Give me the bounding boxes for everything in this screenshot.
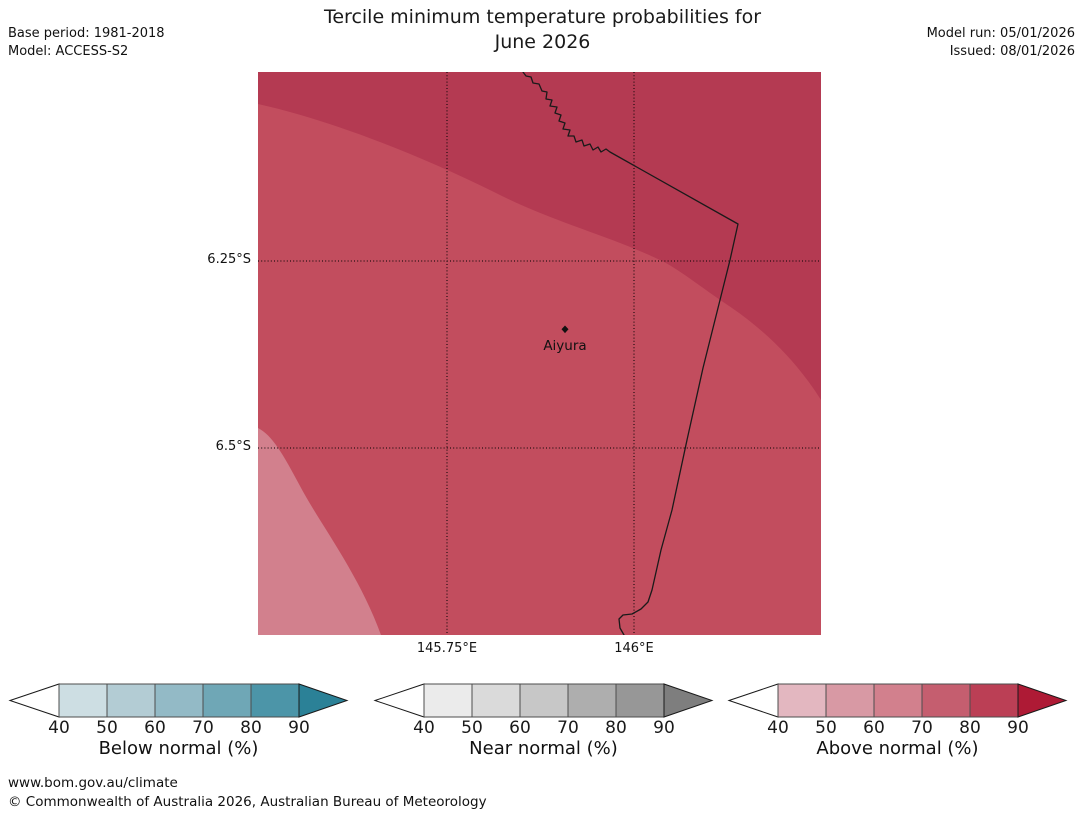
base-period-text: Base period: 1981-2018 xyxy=(8,26,165,41)
legend-tick-60: 60 xyxy=(509,718,531,738)
forecast-map: Aiyura xyxy=(258,72,821,635)
legend-near-title: Near normal (%) xyxy=(469,738,618,759)
map-region-light xyxy=(258,428,381,635)
legend-tick-70: 70 xyxy=(911,718,933,738)
legend-below-title: Below normal (%) xyxy=(98,738,259,759)
legend-segment-70-80 xyxy=(921,683,971,718)
legend-segment-60-70 xyxy=(154,683,204,718)
legend-left-arrow xyxy=(8,683,60,718)
legend-tick-70: 70 xyxy=(192,718,214,738)
page-title: Tercile minimum temperature probabilitie… xyxy=(0,5,1085,55)
footer-copyright: © Commonwealth of Australia 2026, Austra… xyxy=(8,794,487,810)
legend-below-normal: 40 50 60 70 80 90 Below normal (%) xyxy=(8,682,349,759)
legend-tick-90: 90 xyxy=(653,718,675,738)
legend-tick-50: 50 xyxy=(461,718,483,738)
legend-tick-40: 40 xyxy=(767,718,789,738)
model-run-text: Model run: 05/01/2026 xyxy=(926,26,1075,41)
legend-segment-50-60 xyxy=(106,683,156,718)
legend-segment-80-90 xyxy=(250,683,300,718)
legend-tick-40: 40 xyxy=(48,718,70,738)
footer: www.bom.gov.au/climate © Commonwealth of… xyxy=(8,774,487,812)
legend-tick-60: 60 xyxy=(863,718,885,738)
legend-segment-50-60 xyxy=(471,683,521,718)
legend-segment-80-90 xyxy=(969,683,1019,718)
legend-tick-80: 80 xyxy=(959,718,981,738)
legend-below-colorbar: 40 50 60 70 80 90 xyxy=(8,683,349,738)
legend-segment-40-50 xyxy=(58,683,108,718)
legend-tick-80: 80 xyxy=(605,718,627,738)
station-label: Aiyura xyxy=(543,338,586,354)
run-metadata-left: Base period: 1981-2018 Model: ACCESS-S2 xyxy=(8,25,165,61)
legend-tick-50: 50 xyxy=(96,718,118,738)
legend-right-arrow xyxy=(1017,683,1068,718)
legend-segment-40-50 xyxy=(423,683,473,718)
legend-tick-90: 90 xyxy=(1007,718,1029,738)
legend-near-colorbar: 40 50 60 70 80 90 xyxy=(373,683,714,738)
legend-tick-80: 80 xyxy=(240,718,262,738)
page-title-line1: Tercile minimum temperature probabilitie… xyxy=(323,6,762,28)
run-metadata-right: Model run: 05/01/2026 Issued: 08/01/2026 xyxy=(927,25,1075,61)
model-text: Model: ACCESS-S2 xyxy=(8,44,129,59)
legend-segment-70-80 xyxy=(567,683,617,718)
lon-tick-146e: 146°E xyxy=(614,641,654,656)
legend-tick-60: 60 xyxy=(144,718,166,738)
legend-tick-40: 40 xyxy=(413,718,435,738)
legend-tick-50: 50 xyxy=(815,718,837,738)
legend-above-title: Above normal (%) xyxy=(816,738,979,759)
legend-left-arrow xyxy=(373,683,425,718)
region-boundary-line xyxy=(522,72,739,635)
lat-tick-6-5s: 6.5°S xyxy=(215,439,251,454)
legend-tick-90: 90 xyxy=(288,718,310,738)
legend-near-normal: 40 50 60 70 80 90 Near normal (%) xyxy=(373,682,714,759)
legend-right-arrow xyxy=(298,683,349,718)
legend-segment-40-50 xyxy=(777,683,827,718)
legend-above-normal: 40 50 60 70 80 90 Above normal (%) xyxy=(727,682,1068,759)
legend-segment-50-60 xyxy=(825,683,875,718)
legend-segment-80-90 xyxy=(615,683,665,718)
issued-text: Issued: 08/01/2026 xyxy=(949,44,1075,59)
footer-url: www.bom.gov.au/climate xyxy=(8,775,178,791)
legend-above-colorbar: 40 50 60 70 80 90 xyxy=(727,683,1068,738)
legend-right-arrow xyxy=(663,683,714,718)
page-title-line2: June 2026 xyxy=(494,31,591,53)
legend-segment-70-80 xyxy=(202,683,252,718)
legend-segment-60-70 xyxy=(873,683,923,718)
legend-tick-70: 70 xyxy=(557,718,579,738)
lon-tick-145-75e: 145.75°E xyxy=(416,641,478,656)
lat-tick-6-25s: 6.25°S xyxy=(207,252,251,267)
legend-segment-60-70 xyxy=(519,683,569,718)
station-marker xyxy=(561,325,569,334)
legend-left-arrow xyxy=(727,683,779,718)
map-region-dark xyxy=(258,72,821,400)
